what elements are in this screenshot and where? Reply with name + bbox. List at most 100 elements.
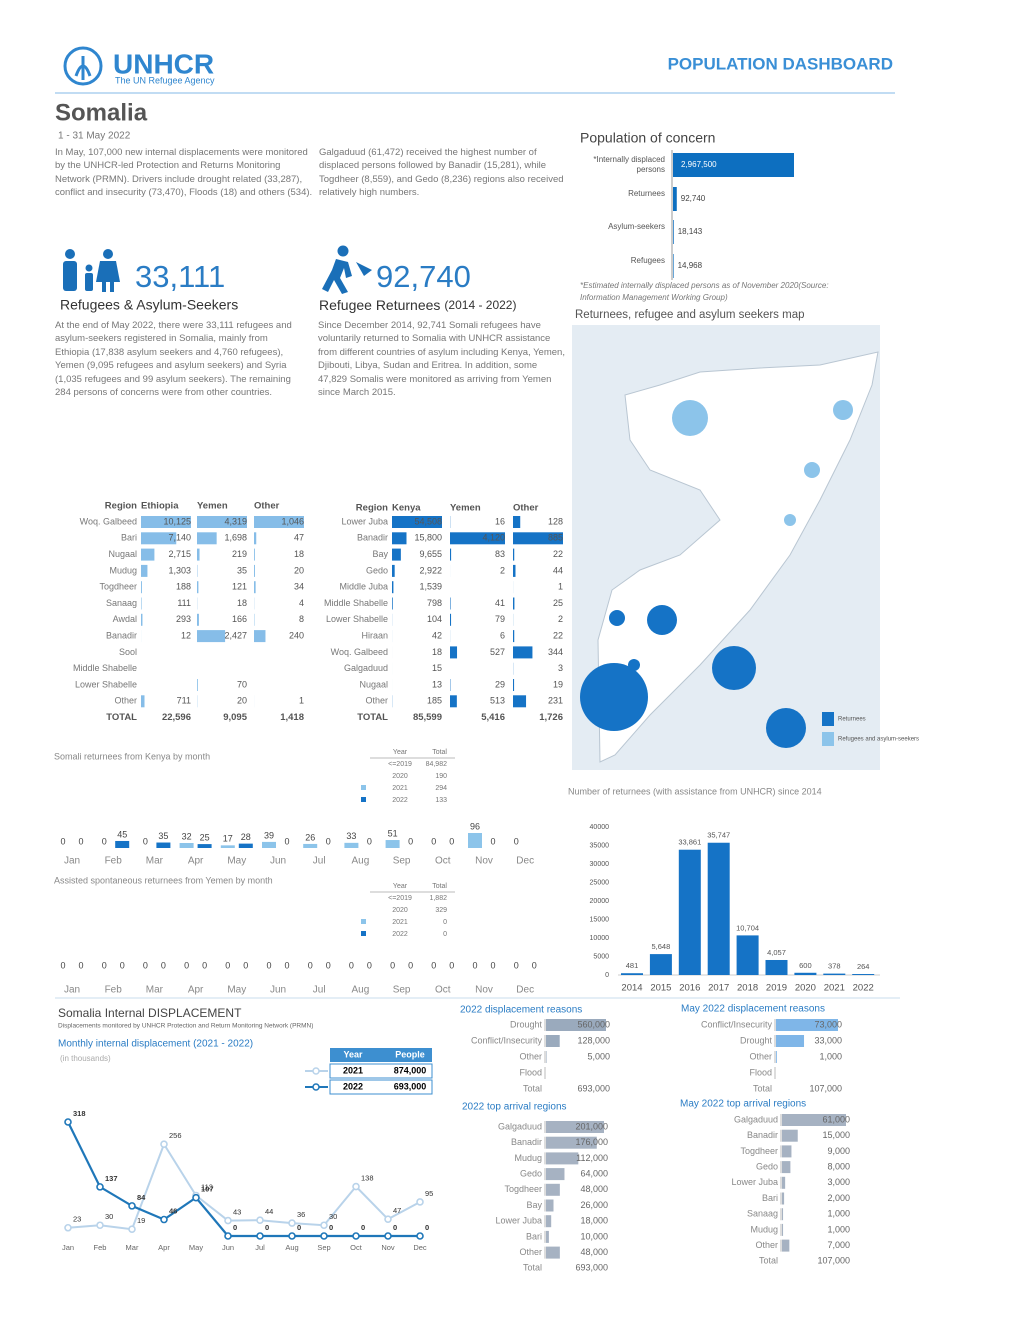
poc-category: *Internally displaced persons xyxy=(593,155,665,174)
month-value: 0 xyxy=(243,960,248,970)
line-point xyxy=(160,1215,168,1224)
poc-title: Population of concern xyxy=(580,130,715,146)
table-header: Other xyxy=(513,503,539,514)
month-value: 0 xyxy=(514,836,519,846)
list-bar xyxy=(782,1145,792,1158)
month-value: 0 xyxy=(120,960,125,970)
table-value: 219 xyxy=(232,549,247,559)
month-value: 0 xyxy=(266,960,271,970)
list-bar xyxy=(776,1035,805,1047)
y-tick-label: 5000 xyxy=(593,953,609,960)
table-region: Middle Shabelle xyxy=(73,663,137,673)
point-value: 113 xyxy=(201,1182,213,1191)
table-value: 79 xyxy=(495,614,505,624)
poc-value: 18,143 xyxy=(678,227,703,236)
month-label: Jan xyxy=(62,1243,74,1252)
month-label: Nov xyxy=(381,1243,395,1252)
list-value: 18,000 xyxy=(580,1216,608,1226)
bar-value: 481 xyxy=(626,961,639,970)
table-bar xyxy=(392,548,401,561)
list-category: Mudug xyxy=(514,1153,542,1163)
month-bar xyxy=(303,843,318,848)
list-category: Bay xyxy=(526,1200,542,1210)
table-value: 2 xyxy=(558,614,563,624)
table-value: 1 xyxy=(558,582,563,592)
bar-value: 378 xyxy=(828,962,841,971)
table-header: Region xyxy=(105,501,137,512)
table-value: 18 xyxy=(432,647,442,657)
highlight-text: At the end of May 2022, there were 33,11… xyxy=(55,320,292,399)
line-point xyxy=(384,1215,392,1223)
month-label: Apr xyxy=(188,985,204,996)
month-label: Mar xyxy=(146,985,164,996)
legend-header: Year xyxy=(393,883,408,890)
month-label: Feb xyxy=(105,985,123,996)
table-total: 85,599 xyxy=(413,712,442,723)
table-region: Togdheer xyxy=(99,582,137,592)
table-header: Yemen xyxy=(197,501,228,512)
month-bar xyxy=(262,841,276,848)
y-tick-label: 35000 xyxy=(590,842,610,849)
point-value: 30 xyxy=(329,1212,337,1221)
table-value: 3 xyxy=(558,663,563,673)
table-bar xyxy=(141,548,155,561)
month-value: 35 xyxy=(158,831,168,841)
point-value: 0 xyxy=(393,1223,397,1232)
month-label: Oct xyxy=(350,1243,363,1252)
table-value: 9,655 xyxy=(419,549,442,559)
refugee-icon xyxy=(63,249,120,292)
x-tick-label: 2014 xyxy=(621,983,642,994)
table-value: 22 xyxy=(553,630,563,640)
logo-figure xyxy=(74,56,92,80)
table-value: 1,698 xyxy=(224,533,247,543)
month-value: 0 xyxy=(102,960,107,970)
table-value: 44 xyxy=(553,565,563,575)
month-value: 28 xyxy=(241,832,251,842)
month-value: 0 xyxy=(78,960,83,970)
legend-year: 2022 xyxy=(392,931,408,938)
idp-unit: (in thousands) xyxy=(60,1054,111,1063)
table-value: 7,140 xyxy=(168,533,191,543)
x-tick-label: 2021 xyxy=(824,983,845,994)
table-value: 42 xyxy=(432,630,442,640)
table-region: Woq. Galbeed xyxy=(80,516,137,526)
x-tick-label: 2022 xyxy=(853,983,874,994)
table-bar xyxy=(513,630,515,643)
bar xyxy=(678,849,701,975)
month-label: Oct xyxy=(435,856,451,867)
legend-header: Total xyxy=(432,883,447,890)
month-label: Nov xyxy=(475,985,493,996)
list-bar xyxy=(782,1239,790,1252)
month-label: May xyxy=(189,1243,203,1252)
legend-row xyxy=(329,1079,433,1095)
list-value: 7,000 xyxy=(827,1240,850,1250)
legend-swatch xyxy=(361,785,366,790)
country: Somalia xyxy=(55,99,148,126)
table-bar xyxy=(141,613,143,626)
table-total: 9,095 xyxy=(223,712,247,723)
poc-bar xyxy=(673,220,674,244)
table-bar xyxy=(197,613,199,626)
month-label: Aug xyxy=(352,985,370,996)
table-region: Other xyxy=(365,696,388,706)
month-value: 0 xyxy=(390,960,395,970)
line-point xyxy=(224,1232,232,1240)
legend-header: Total xyxy=(432,749,447,756)
month-value: 0 xyxy=(408,836,413,846)
list-total: 693,000 xyxy=(577,1083,610,1093)
table-value: 240 xyxy=(289,630,304,640)
line-point xyxy=(96,1221,104,1230)
table-bar xyxy=(450,695,457,708)
table-bar xyxy=(254,564,255,577)
table-bar xyxy=(197,516,247,528)
table-total: 5,416 xyxy=(481,712,505,723)
bar-value: 35,747 xyxy=(707,831,730,840)
map-bubbles xyxy=(580,400,853,748)
table-value: 35 xyxy=(237,565,247,575)
map-legend-label: Refugees and asylum-seekers xyxy=(838,737,919,743)
idp-chart-title: Monthly internal displacement (2021 - 20… xyxy=(58,1039,253,1050)
list-bar xyxy=(776,1051,777,1063)
table-region: Nugaal xyxy=(359,679,388,689)
month-label: Oct xyxy=(435,985,451,996)
